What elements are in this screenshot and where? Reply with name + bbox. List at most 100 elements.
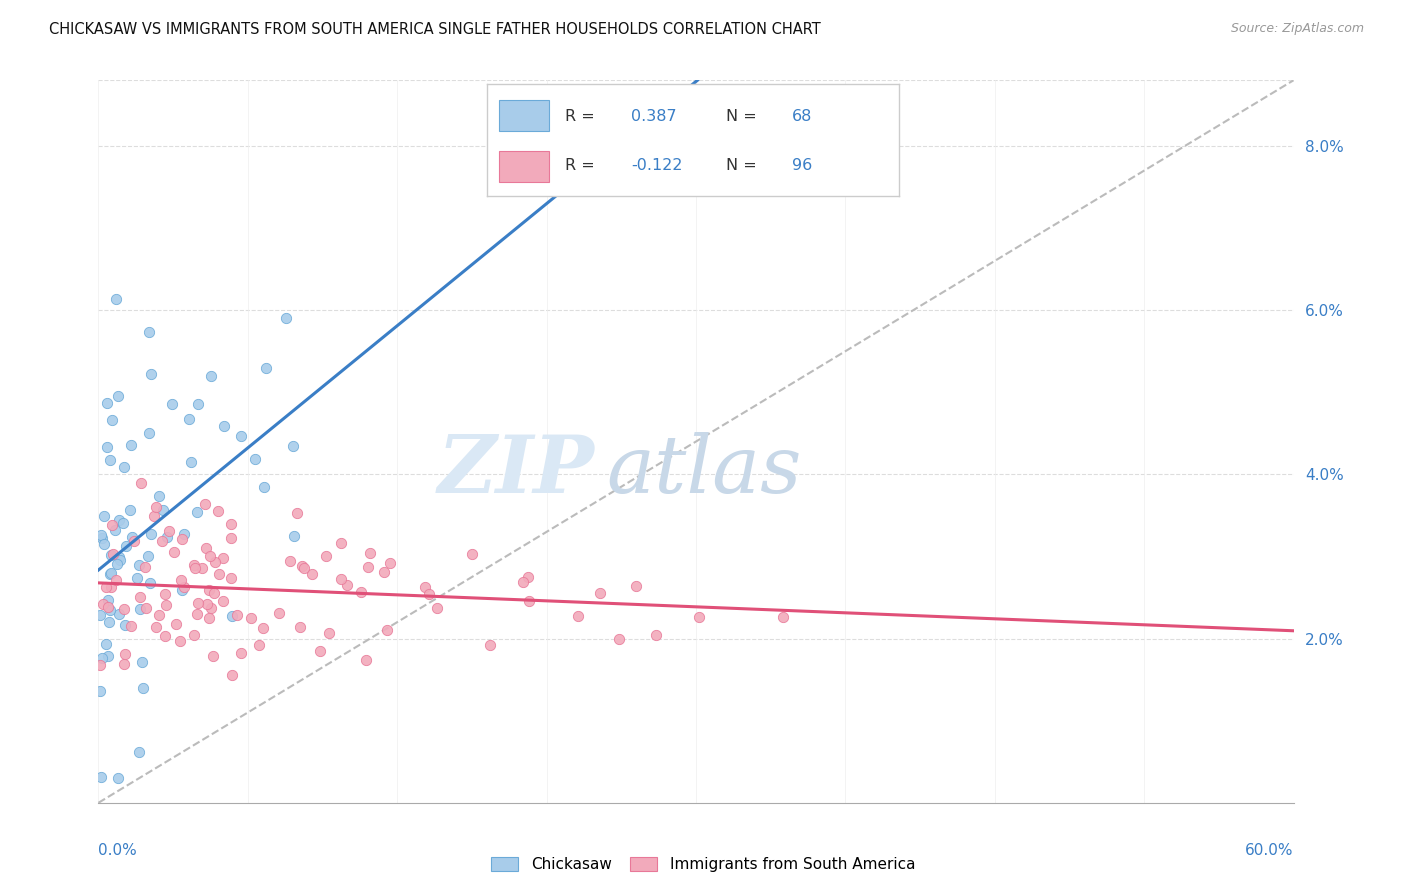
Point [160,397,183,411]
Point [105,293,128,307]
Point [134,560,156,574]
Point [198,611,221,625]
Point [170,532,193,546]
Point [202,586,225,600]
Point [169,634,191,648]
Point [200,600,222,615]
Point [195,598,218,612]
Point [139,368,162,382]
Point [97,649,120,664]
Point [208,566,231,581]
Point [291,558,314,573]
Point [285,506,308,520]
Point [107,389,129,403]
Point [100,566,122,580]
Point [243,452,266,467]
Point [96,395,118,409]
Text: atlas: atlas [606,432,801,509]
Point [97,600,120,615]
Point [239,610,262,624]
Point [152,534,174,549]
Point [183,628,205,642]
Point [170,573,193,587]
Point [155,598,177,612]
Point [100,413,122,427]
Point [212,594,235,608]
Point [187,596,209,610]
Point [120,438,142,452]
Point [329,572,352,586]
Point [107,607,129,622]
Point [567,609,589,624]
Point [101,518,124,533]
Point [219,571,242,585]
Point [128,591,150,605]
Legend: Chickasaw, Immigrants from South America: Chickasaw, Immigrants from South America [484,849,922,880]
Point [98,603,121,617]
Point [120,619,142,633]
Point [207,503,229,517]
Point [94,637,117,651]
Point [118,503,141,517]
Point [211,550,233,565]
Point [153,587,176,601]
Point [112,516,135,530]
Point [280,554,302,568]
Point [377,624,399,638]
Point [100,580,122,594]
Point [645,628,668,642]
Point [104,573,127,587]
Point [148,608,170,623]
Text: 0.0%: 0.0% [98,843,138,857]
Point [177,411,200,425]
Point [380,557,402,571]
Point [138,426,160,441]
Point [90,531,112,545]
Point [202,648,225,663]
Point [219,531,242,545]
Point [373,565,395,579]
Point [138,549,160,563]
Point [114,647,136,661]
Point [267,606,290,620]
Point [138,326,160,340]
Text: CHICKASAW VS IMMIGRANTS FROM SOUTH AMERICA SINGLE FATHER HOUSEHOLDS CORRELATION : CHICKASAW VS IMMIGRANTS FROM SOUTH AMERI… [49,22,821,37]
Point [166,616,188,631]
Point [173,580,195,594]
Point [204,555,226,569]
Point [607,632,630,646]
Point [104,523,127,537]
Point [141,527,163,541]
Point [624,579,647,593]
Point [426,601,449,615]
Point [418,587,440,601]
Text: 60.0%: 60.0% [1246,843,1294,857]
Point [226,607,249,622]
Point [253,480,276,494]
Point [131,476,153,491]
Point [135,600,157,615]
Point [461,547,484,561]
Point [105,557,128,571]
Point [93,509,115,524]
Point [91,597,114,611]
Point [89,608,111,623]
Point [229,646,252,660]
Point [107,771,129,785]
Point [254,360,277,375]
Text: Source: ZipAtlas.com: Source: ZipAtlas.com [1230,22,1364,36]
Point [128,558,150,573]
Point [276,311,298,326]
Point [229,429,252,443]
Point [247,638,270,652]
Point [107,513,129,527]
Text: ZIP: ZIP [437,432,595,509]
Point [100,548,122,562]
Point [98,452,121,467]
Point [148,489,170,503]
Point [330,536,353,550]
Point [90,528,112,542]
Point [180,455,202,469]
Point [115,539,138,553]
Point [200,369,222,384]
